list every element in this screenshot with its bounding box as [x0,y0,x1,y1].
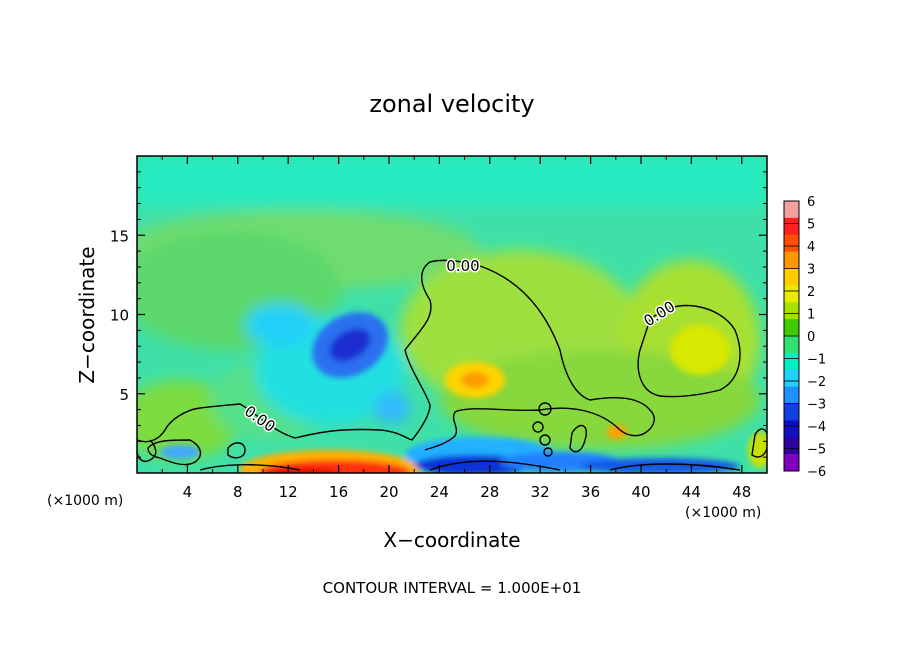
colorbar-swatch [784,234,799,253]
colorbar-swatch [784,386,799,404]
colorbar-tick-label: −4 [807,420,826,435]
colorbar-swatch [784,201,799,219]
colorbar-tick-label: 1 [807,308,815,323]
colorbar-swatch [784,268,799,286]
x-tick-label: 36 [581,483,600,501]
y-tick-label: 15 [110,227,129,245]
colorbar-swatch [784,454,799,472]
colorbar-tick-label: −5 [807,443,826,458]
y-tick-label: 5 [119,386,129,404]
contour-label: 0.00 [446,257,479,275]
y-axis-ticks: 5 10 15 [110,171,767,458]
colorbar-tick-label: 2 [807,285,815,300]
colorbar-tick-label: 0 [807,330,815,345]
x-axis-unit-left: (×1000 m) [47,493,123,509]
colorbar-swatch [784,319,799,337]
colorbar-tick-label: −1 [807,353,826,368]
x-axis-label: X−coordinate [383,528,520,552]
colorbar: 6 5 4 3 2 1 0 −1 −2 −3 −4 −5 −6 [783,195,826,480]
x-tick-label: 40 [631,483,650,501]
colorbar-tick-label: −6 [807,465,826,480]
x-tick-label: 16 [329,483,348,501]
colorbar-tick-label: 5 [807,218,815,233]
chart-title: zonal velocity [369,90,534,118]
x-tick-label: 24 [430,483,449,501]
y-tick-label: 10 [110,307,129,325]
colorbar-tick-label: −3 [807,398,826,413]
x-tick-label: 48 [732,483,751,501]
colorbar-swatch [784,336,799,354]
colorbar-swatch [784,369,799,388]
x-tick-label: 44 [682,483,701,501]
colorbar-tick-label: −2 [807,375,826,390]
colorbar-swatch [784,420,799,438]
colorbar-tick-label: 6 [807,195,815,210]
velocity-field [137,156,767,473]
x-axis-ticks: 4 8 12 16 20 24 28 32 36 40 44 48 [161,156,751,501]
x-tick-label: 32 [531,483,550,501]
y-axis-label: Z−coordinate [75,246,99,383]
contour-interval-note: CONTOUR INTERVAL = 1.000E+01 [323,579,582,597]
colorbar-swatch [784,217,799,236]
colorbar-swatch [784,251,799,269]
colorbar-tick-label: 4 [807,240,815,255]
colorbar-swatch [784,352,799,371]
x-tick-label: 12 [279,483,298,501]
x-tick-label: 4 [183,483,193,501]
colorbar-swatch [784,285,799,303]
x-axis-unit-right: (×1000 m) [685,505,761,521]
zero-contours [137,259,767,471]
x-tick-label: 28 [480,483,499,501]
x-tick-label: 8 [233,483,243,501]
colorbar-tick-label: 3 [807,263,815,278]
colorbar-swatch [784,403,799,421]
x-tick-label: 20 [379,483,398,501]
colorbar-swatch [784,437,799,455]
colorbar-swatch [784,302,799,320]
